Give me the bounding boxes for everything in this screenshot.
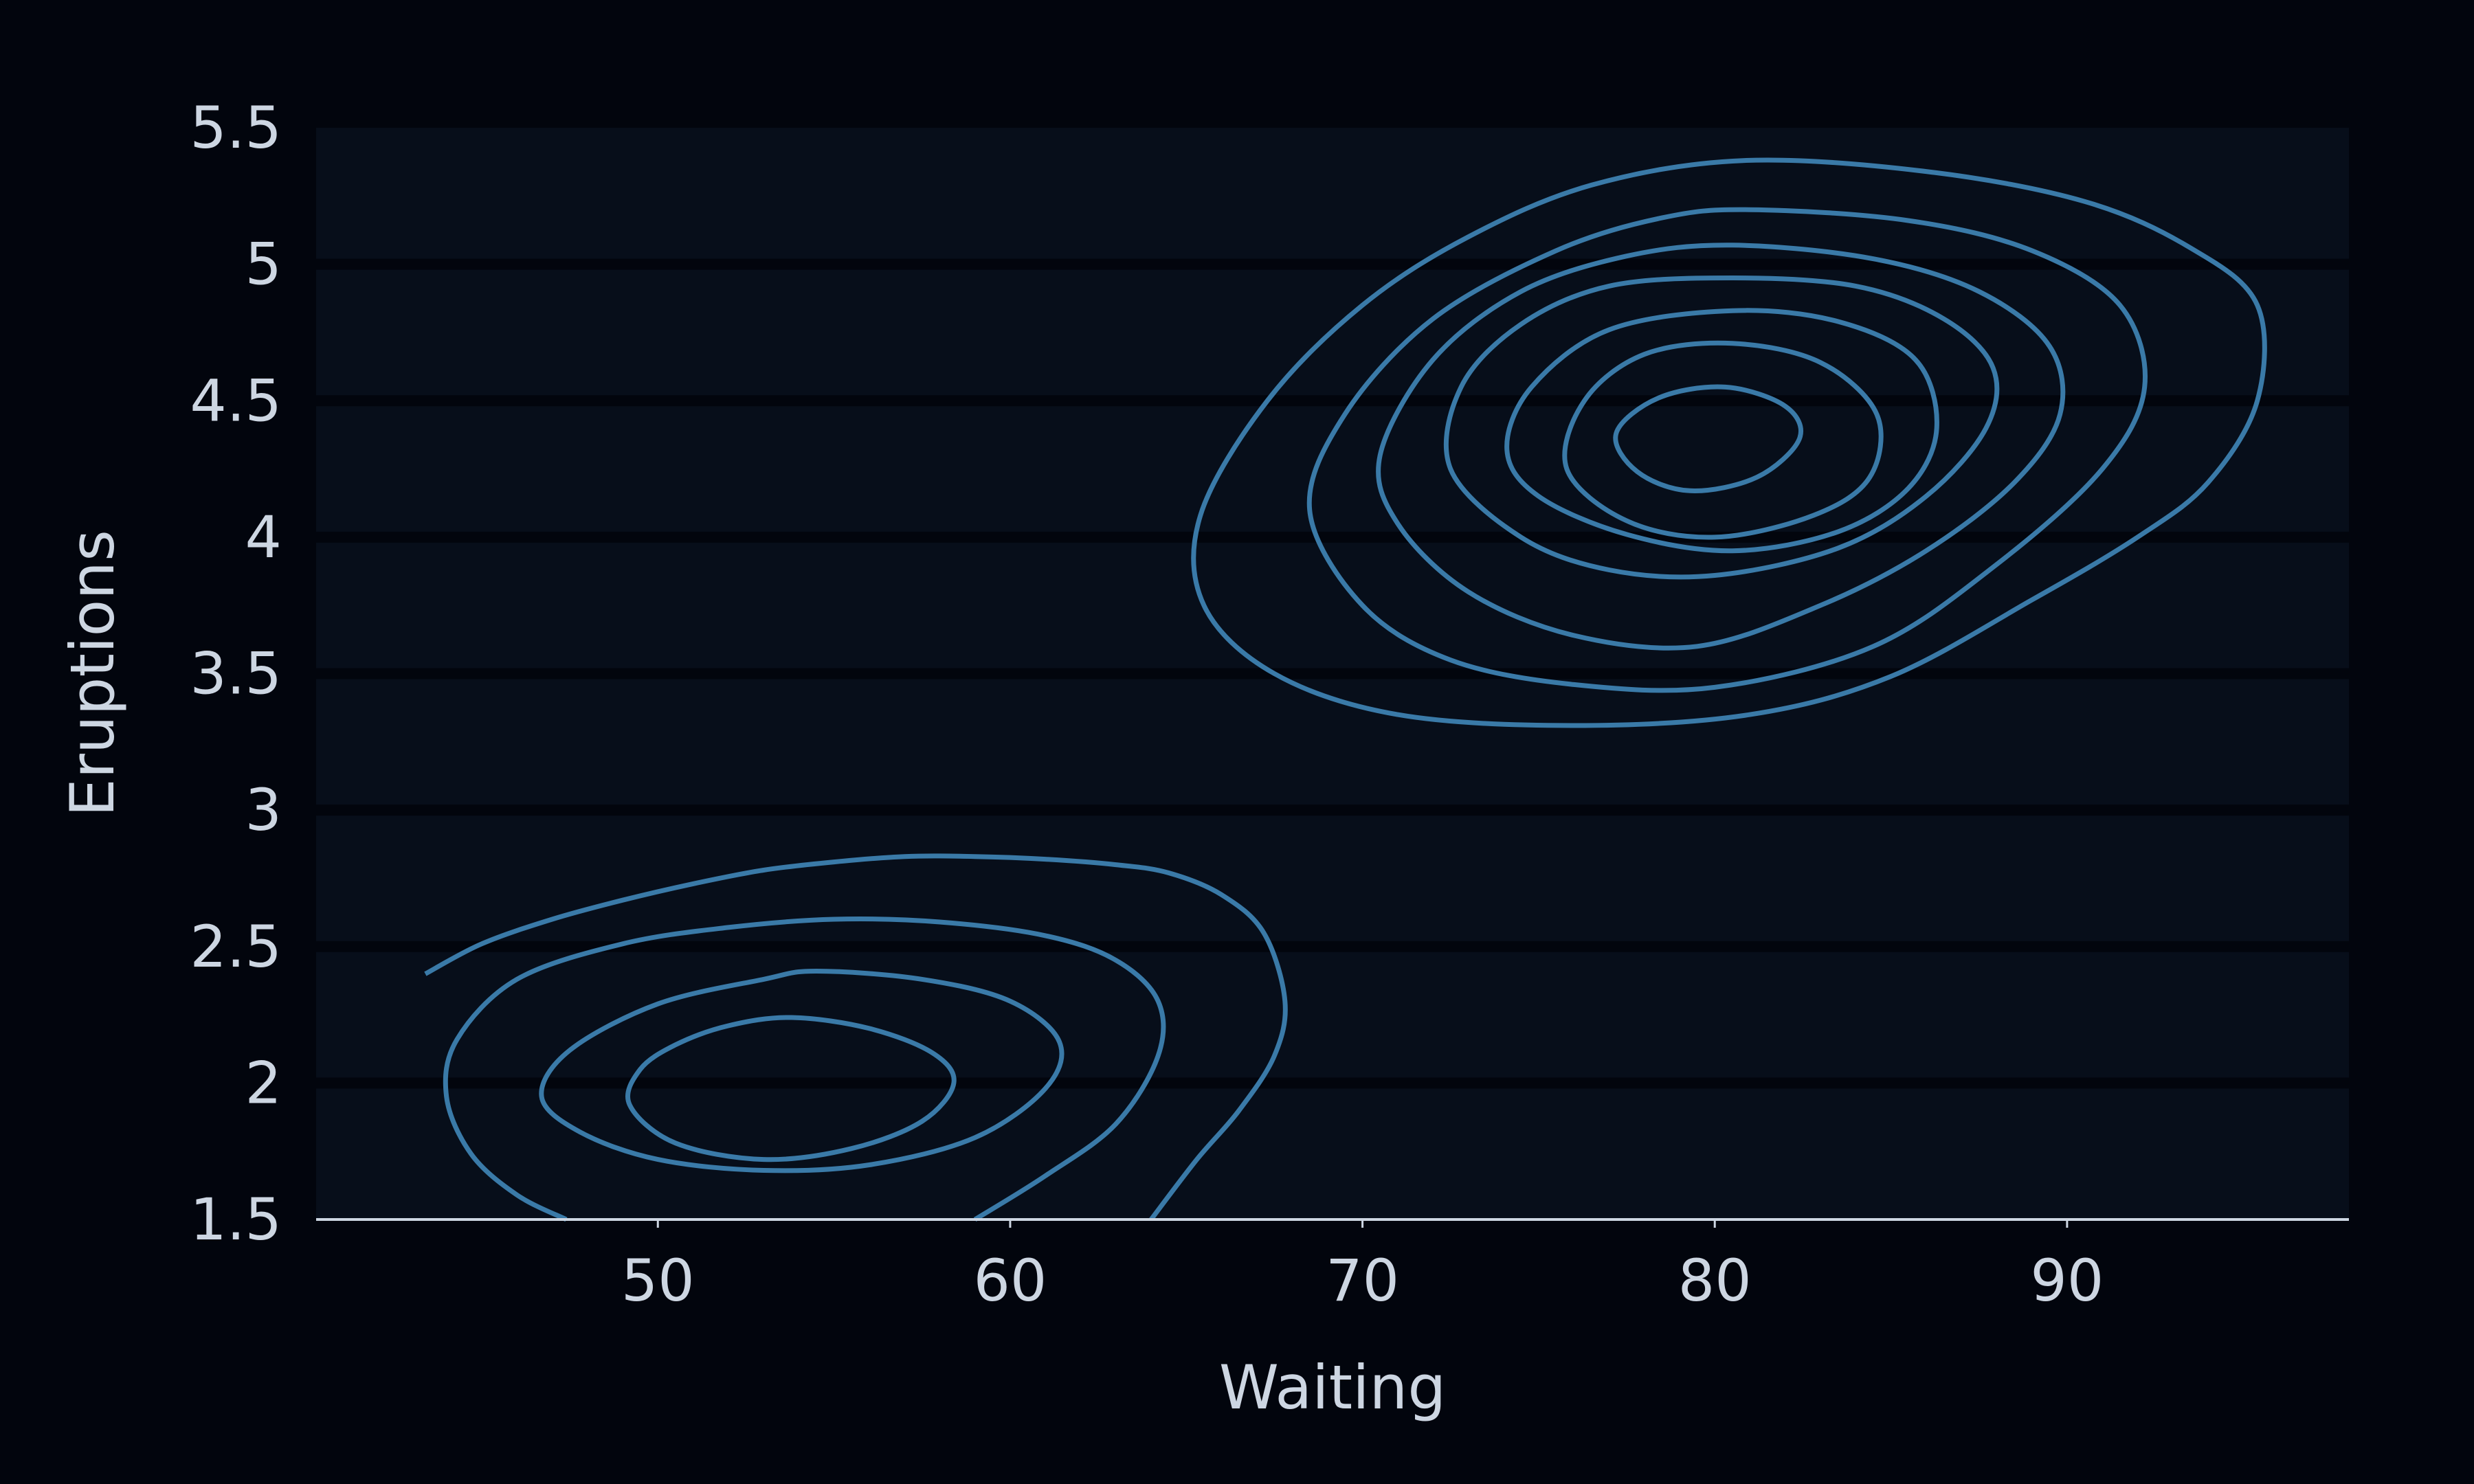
y-tick-labels: 1.5 2 2.5 3 3.5 4 4.5 5 5.5 <box>190 94 282 1253</box>
y-tick-label-8: 5.5 <box>190 94 282 161</box>
gridlines <box>316 258 2349 1089</box>
y-tick-label-7: 5 <box>245 231 282 298</box>
contour-line-3 <box>625 1015 957 1162</box>
contour-line-5 <box>1306 207 2148 693</box>
contour-line-6 <box>1376 243 2066 651</box>
y-tick-label-3: 3 <box>245 776 282 844</box>
contour-line-4 <box>1191 157 2267 728</box>
contour-line-7 <box>1443 276 2000 580</box>
contour-line-2 <box>539 969 1065 1173</box>
x-tick-label-4: 90 <box>2030 1247 2104 1314</box>
y-tick-label-0: 1.5 <box>190 1186 282 1253</box>
x-tick-labels: 50 60 70 80 90 <box>621 1219 2104 1314</box>
y-tick-label-4: 3.5 <box>190 640 282 708</box>
x-tick-label-2: 70 <box>1326 1247 1399 1314</box>
y-tick-label-5: 4 <box>245 504 282 571</box>
contour-line-0 <box>424 853 1288 1222</box>
x-tick-label-1: 60 <box>973 1247 1047 1314</box>
x-axis-title: Waiting <box>1219 1352 1446 1423</box>
x-tick-label-3: 80 <box>1678 1247 1752 1314</box>
contour-line-1 <box>443 917 1166 1222</box>
contour-lines <box>424 157 2267 1222</box>
y-axis-title: Eruptions <box>57 530 128 817</box>
contour-line-9 <box>1562 340 1884 540</box>
y-tick-label-6: 4.5 <box>190 367 282 434</box>
x-tick-label-0: 50 <box>621 1247 695 1314</box>
contour-line-10 <box>1613 384 1803 493</box>
y-tick-label-1: 2 <box>245 1049 282 1116</box>
y-tick-label-2: 2.5 <box>190 913 282 980</box>
contour-line-8 <box>1504 308 1939 554</box>
